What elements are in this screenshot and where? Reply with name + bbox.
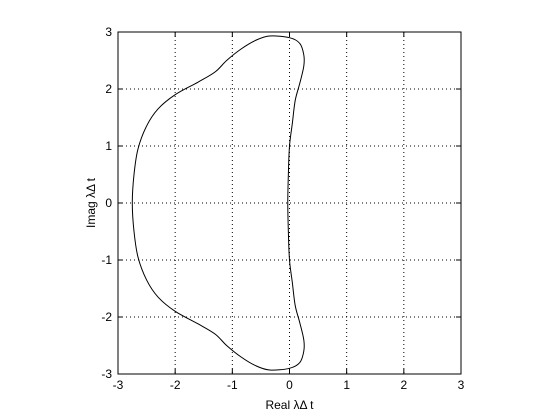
grid-lines bbox=[118, 32, 461, 374]
x-tick-label-2: -1 bbox=[227, 378, 238, 392]
x-axis-label: Real λΔ t bbox=[265, 398, 314, 412]
y-tick-label-1: -2 bbox=[101, 310, 112, 324]
stability-boundary-curve bbox=[131, 35, 305, 371]
y-tick-label-5: 2 bbox=[105, 82, 112, 96]
x-tick-label-6: 3 bbox=[458, 378, 465, 392]
x-tick-label-1: -2 bbox=[170, 378, 181, 392]
y-tick-label-2: -1 bbox=[101, 253, 112, 267]
y-tick-label-6: 3 bbox=[105, 25, 112, 39]
axes-background bbox=[118, 32, 461, 374]
x-tick-label-3: 0 bbox=[286, 378, 293, 392]
x-tick-label-4: 1 bbox=[343, 378, 350, 392]
x-tick-label-5: 2 bbox=[400, 378, 407, 392]
y-tick-label-4: 1 bbox=[105, 139, 112, 153]
y-axis-label: Imag λΔ t bbox=[84, 177, 98, 228]
plot-area: -3 -2 -1 0 1 2 3 -3 -2 -1 0 1 2 3 bbox=[101, 25, 464, 392]
y-tick-label-0: -3 bbox=[101, 367, 112, 381]
axis-ticks: -3 -2 -1 0 1 2 3 -3 -2 -1 0 1 2 3 bbox=[101, 25, 464, 392]
x-tick-label-0: -3 bbox=[113, 378, 124, 392]
y-tick-label-3: 0 bbox=[105, 196, 112, 210]
